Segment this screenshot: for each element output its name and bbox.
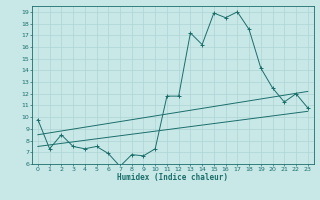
X-axis label: Humidex (Indice chaleur): Humidex (Indice chaleur) — [117, 173, 228, 182]
